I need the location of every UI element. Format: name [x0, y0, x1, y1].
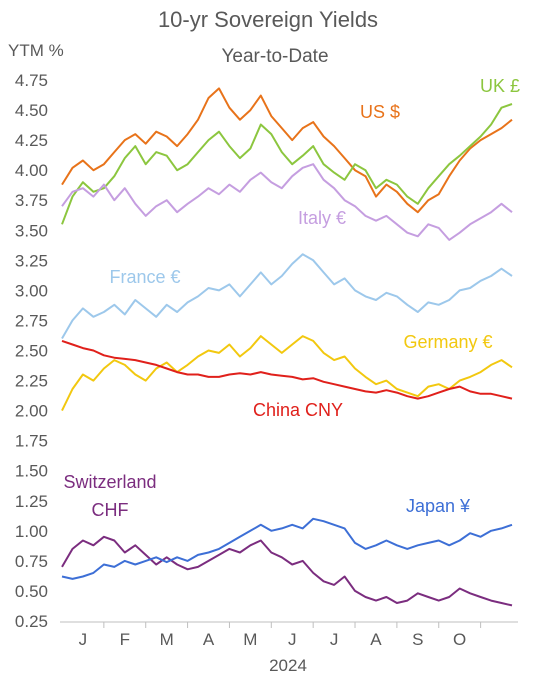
series-lines: [61, 87, 513, 607]
series-label: Germany €: [403, 332, 492, 352]
series-line: [61, 517, 513, 580]
x-tick-label: F: [120, 630, 130, 649]
series-line: [61, 339, 513, 400]
x-tick-label: M: [243, 630, 257, 649]
series-line: [61, 103, 513, 225]
y-tick-label: 3.00: [15, 281, 48, 300]
series-label-line2: CHF: [92, 500, 129, 520]
series-line: [61, 253, 513, 340]
series-label: Switzerland: [63, 472, 156, 492]
series-label: China CNY: [253, 400, 343, 420]
x-tick-label: A: [370, 630, 382, 649]
series-label: UK £: [480, 76, 520, 96]
y-tick-label: 1.50: [15, 462, 48, 481]
y-tick-label: 3.25: [15, 251, 48, 270]
x-tick-label: A: [203, 630, 215, 649]
y-tick-label: 4.00: [15, 161, 48, 180]
series-line: [61, 335, 513, 412]
y-tick-label: 2.25: [15, 372, 48, 391]
x-tick-label: S: [412, 630, 423, 649]
series-label: Japan ¥: [406, 496, 471, 516]
x-tick-label: M: [160, 630, 174, 649]
x-tick-label: J: [288, 630, 297, 649]
series-line: [61, 87, 513, 214]
y-tick-label: 4.50: [15, 101, 48, 120]
series-label: France €: [109, 267, 180, 287]
y-tick-label: 0.25: [15, 612, 48, 631]
y-axis-ticks: 4.75 4.50 4.25 4.00 3.75 3.50 3.25 3.00 2.75 2.50…: [15, 71, 48, 631]
series-labels: US $ UK £ Italy € France € Germany € China CN…: [63, 76, 520, 520]
y-tick-label: 1.25: [15, 492, 48, 511]
series-line: [61, 163, 513, 241]
chart-title: 10-yr Sovereign Yields: [158, 7, 378, 32]
series-line: [61, 535, 513, 607]
x-tick-label: O: [453, 630, 466, 649]
y-tick-label: 1.00: [15, 522, 48, 541]
y-tick-label: 2.75: [15, 311, 48, 330]
y-tick-label: 3.50: [15, 221, 48, 240]
y-tick-label: 1.75: [15, 432, 48, 451]
x-axis-label: 2024: [269, 656, 307, 675]
series-label: US $: [360, 102, 400, 122]
series-label: Italy €: [298, 208, 346, 228]
chart-subtitle: Year-to-Date: [221, 46, 328, 67]
y-tick-label: 3.75: [15, 191, 48, 210]
y-tick-label: 2.00: [15, 402, 48, 421]
x-tick-label: J: [330, 630, 339, 649]
y-tick-label: 2.50: [15, 342, 48, 361]
y-tick-label: 4.75: [15, 71, 48, 90]
y-tick-label: 0.50: [15, 582, 48, 601]
y-tick-label: 0.75: [15, 552, 48, 571]
x-tick-label: J: [79, 630, 88, 649]
y-axis-label: YTM %: [8, 41, 64, 60]
y-tick-label: 4.25: [15, 131, 48, 150]
